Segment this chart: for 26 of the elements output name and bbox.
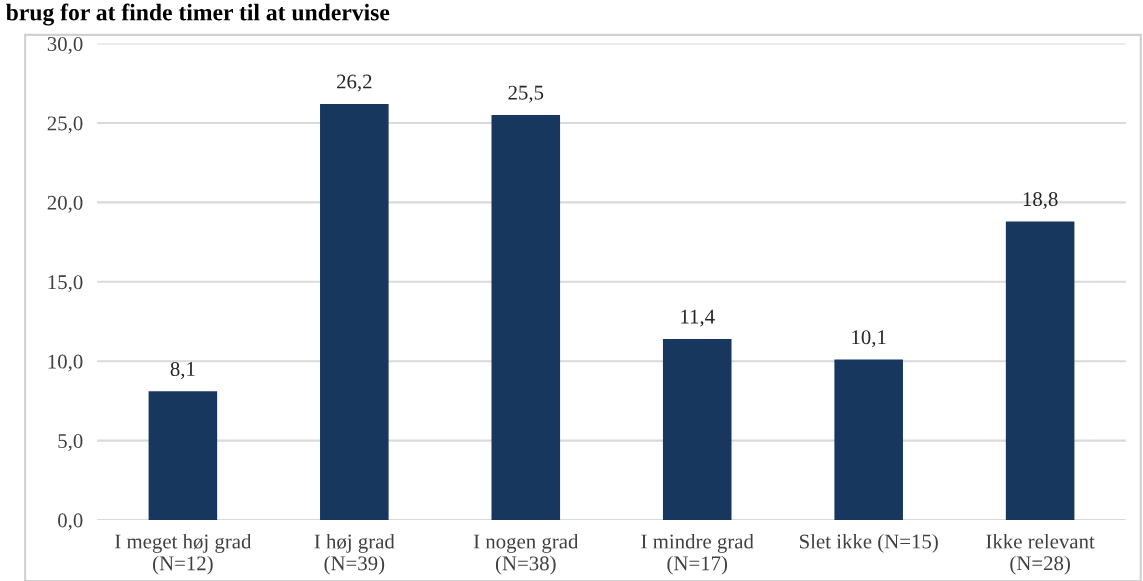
y-tick-label: 30,0 [47, 36, 83, 55]
y-tick-label: 10,0 [48, 354, 83, 372]
x-tick-label: Slet ikke (N=15) [799, 533, 938, 553]
x-tick-label: I mindre grad (N=17) [641, 533, 754, 575]
bar [834, 359, 903, 520]
data-label: 11,4 [681, 309, 715, 327]
y-tick-label: 0,0 [58, 513, 83, 531]
data-label: 10,1 [852, 330, 886, 348]
bar [491, 115, 561, 520]
x-tick-label: I nogen grad (N=38) [473, 533, 579, 575]
bar [320, 103, 389, 520]
bar [1005, 221, 1075, 520]
data-label: 25,5 [508, 85, 544, 103]
data-label: 26,2 [337, 74, 372, 92]
bar [148, 391, 218, 520]
y-tick-label: 5,0 [58, 433, 83, 452]
x-tick-label: I meget høj grad (N=12) [115, 533, 252, 575]
x-tick-label: Ikke relevant (N=28) [986, 533, 1095, 575]
y-tick-label: 15,0 [48, 275, 83, 293]
bar [662, 338, 732, 520]
chart-title: brug for at finde timer til at undervise [6, 3, 390, 26]
y-tick-label: 20,0 [47, 195, 83, 213]
data-label: 18,8 [1023, 192, 1058, 210]
x-tick-label: I høj grad (N=39) [314, 533, 395, 575]
y-tick-label: 25,0 [47, 116, 83, 134]
data-label: 8,1 [170, 361, 195, 380]
